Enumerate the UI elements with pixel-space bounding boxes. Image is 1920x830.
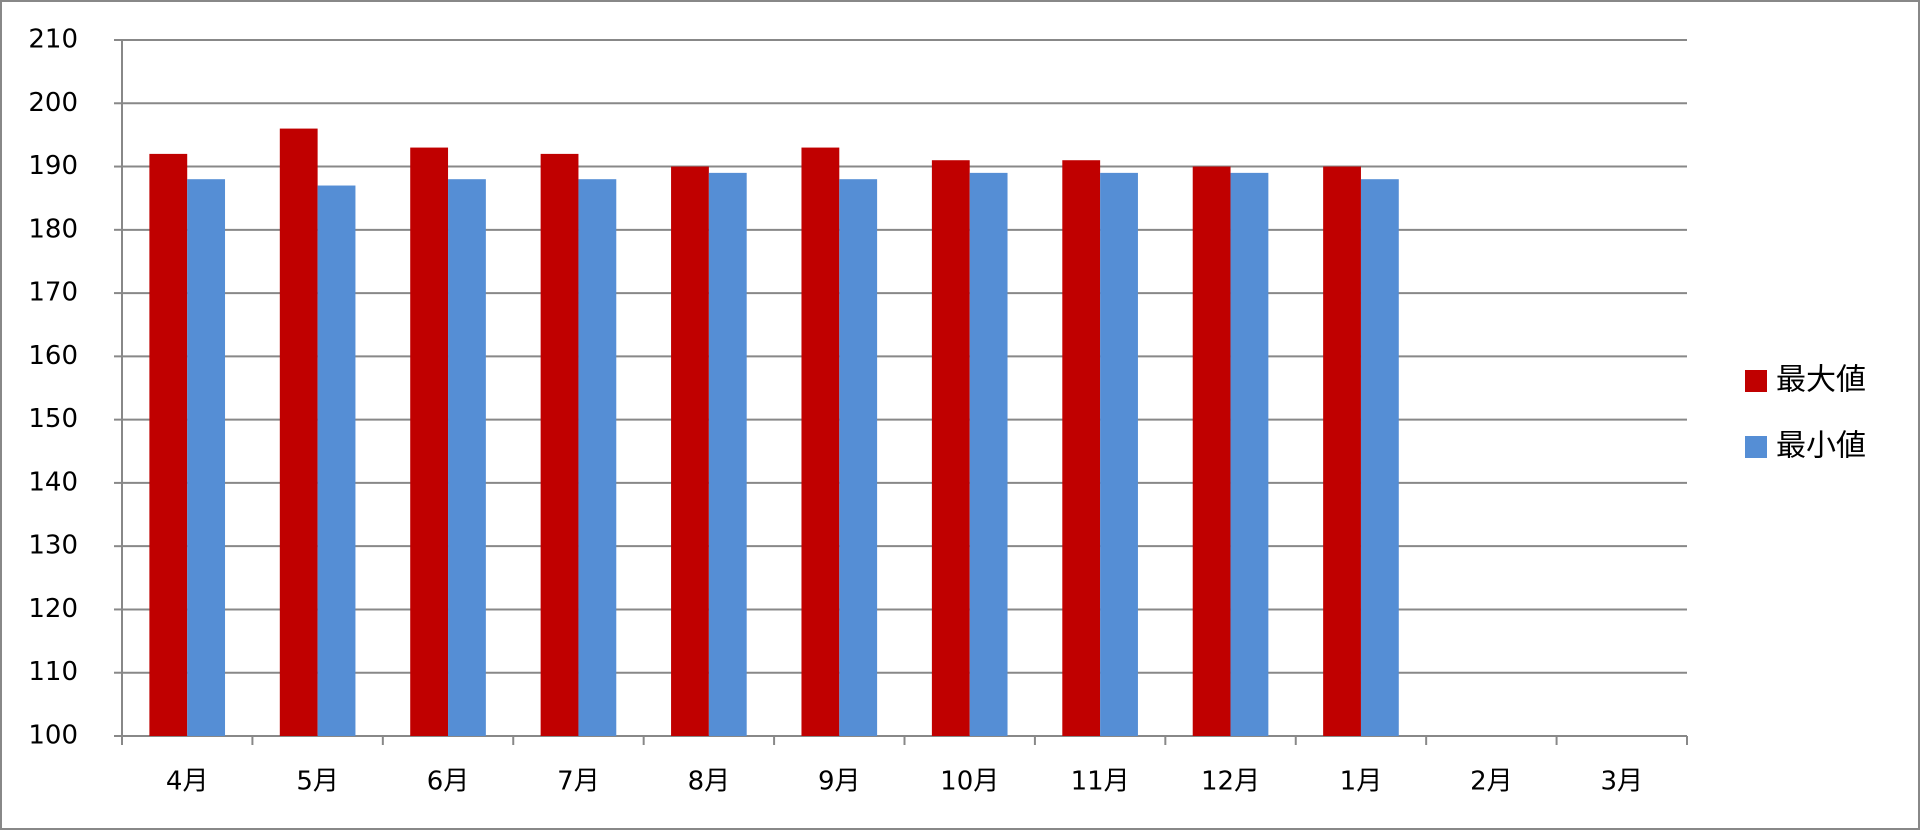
legend-label: 最大値 xyxy=(1776,363,1866,398)
bar xyxy=(671,166,709,736)
bar xyxy=(317,185,356,736)
x-tick-label: 11月 xyxy=(1071,767,1130,797)
x-tick-label: 7月 xyxy=(557,767,600,797)
x-tick-label: 12月 xyxy=(1201,767,1260,797)
x-tick-label: 3月 xyxy=(1601,767,1644,797)
x-tick-label: 5月 xyxy=(296,767,339,797)
x-tick-label: 10月 xyxy=(940,767,999,797)
x-tick-label: 2月 xyxy=(1470,767,1513,797)
bar xyxy=(708,172,747,736)
y-tick-label: 160 xyxy=(28,341,78,371)
bar xyxy=(540,153,579,736)
bar xyxy=(448,179,486,736)
bar xyxy=(1100,172,1138,736)
legend-swatch xyxy=(1745,370,1767,392)
y-tick-label: 180 xyxy=(28,214,78,244)
x-tick-label: 9月 xyxy=(818,767,861,797)
y-tick-label: 100 xyxy=(28,721,78,751)
bar xyxy=(187,179,226,736)
bar xyxy=(931,160,970,736)
y-tick-label: 150 xyxy=(28,404,78,434)
bar xyxy=(1192,166,1231,736)
bar xyxy=(801,147,840,737)
legend-swatch xyxy=(1745,436,1767,458)
bar xyxy=(149,153,188,736)
x-tick-label: 6月 xyxy=(427,767,470,797)
y-tick-label: 200 xyxy=(28,88,78,118)
y-tick-label: 130 xyxy=(28,531,78,561)
bar xyxy=(969,172,1008,736)
y-tick-label: 110 xyxy=(28,657,78,687)
bar xyxy=(279,128,318,737)
y-tick-label: 170 xyxy=(28,278,78,308)
bar xyxy=(1062,160,1101,736)
x-tick-label: 4月 xyxy=(166,767,209,797)
bar xyxy=(410,147,449,737)
y-tick-label: 190 xyxy=(28,151,78,181)
bar xyxy=(1323,166,1361,736)
y-tick-label: 140 xyxy=(28,467,78,497)
bar xyxy=(578,179,617,736)
x-tick-label: 1月 xyxy=(1340,767,1383,797)
x-tick-label: 8月 xyxy=(688,767,731,797)
bar xyxy=(1360,179,1399,736)
y-tick-label: 120 xyxy=(28,594,78,624)
legend-label: 最小値 xyxy=(1776,429,1866,464)
bar xyxy=(839,179,878,736)
bar xyxy=(1230,172,1269,736)
y-tick-label: 210 xyxy=(28,25,78,55)
